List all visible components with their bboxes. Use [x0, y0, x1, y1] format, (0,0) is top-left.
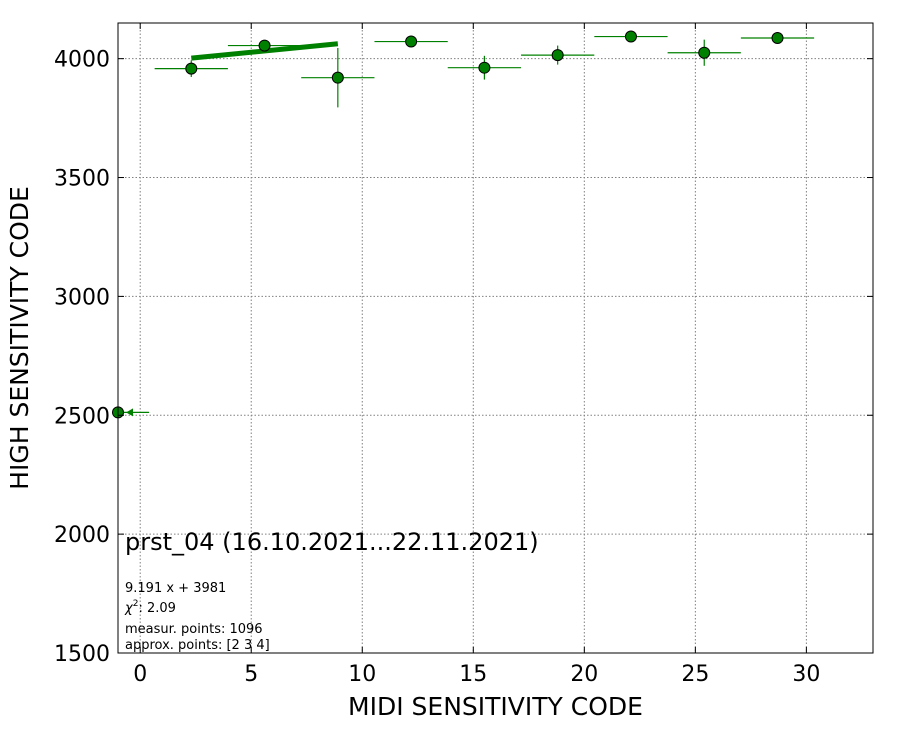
- y-tick-label: 3000: [54, 285, 110, 310]
- data-point: [624, 30, 637, 43]
- annotation-measur-points: measur. points: 1096: [125, 622, 263, 637]
- data-point: [185, 62, 198, 75]
- x-tick-label: 15: [459, 662, 487, 687]
- y-tick-label: 2500: [54, 404, 110, 429]
- x-tick-label: 25: [681, 662, 709, 687]
- annotation-title: prst_04 (16.10.2021...22.11.2021): [125, 528, 539, 556]
- x-tick-label: 0: [133, 662, 147, 687]
- chi2-superscript: 2: [133, 599, 139, 609]
- annotation-equation: 9.191 x + 3981: [125, 581, 226, 596]
- x-tick-label: 5: [244, 662, 258, 687]
- x-tick-label: 30: [792, 662, 820, 687]
- y-tick-label: 2000: [54, 523, 110, 548]
- plot-frame: [117, 22, 874, 654]
- x-tick-label: 20: [570, 662, 598, 687]
- error-bars: [118, 35, 815, 417]
- outlier-arrow: [126, 408, 133, 417]
- data-point: [331, 71, 344, 84]
- data-point: [771, 31, 784, 44]
- chi2-symbol: χ: [124, 601, 134, 616]
- annotation-approx-points: approx. points: [2 3 4]: [125, 638, 270, 653]
- data-point: [551, 49, 564, 62]
- x-tick-label: 10: [348, 662, 376, 687]
- annotation-box: prst_04 (16.10.2021...22.11.2021) 9.191 …: [124, 528, 539, 653]
- annotation-chi2: χ2: 2.09: [124, 599, 176, 616]
- data-points: [112, 30, 784, 419]
- data-point: [405, 35, 418, 48]
- chi2-value: : 2.09: [138, 601, 175, 616]
- y-axis-label: HIGH SENSITIVITY CODE: [5, 186, 34, 490]
- data-point: [698, 46, 711, 59]
- y-tick-label: 3500: [54, 167, 110, 192]
- y-tick-label: 4000: [54, 48, 110, 73]
- y-tick-label: 1500: [54, 642, 110, 667]
- grid: [118, 23, 873, 654]
- tick-labels: 0 5 10 15 20 25 30 1500 2000 2500 3000 3500 4000: [54, 48, 820, 687]
- ticks: [118, 23, 873, 654]
- data-point: [258, 39, 271, 52]
- x-axis-label: MIDI SENSITIVITY CODE: [348, 692, 643, 721]
- data-point: [478, 61, 491, 74]
